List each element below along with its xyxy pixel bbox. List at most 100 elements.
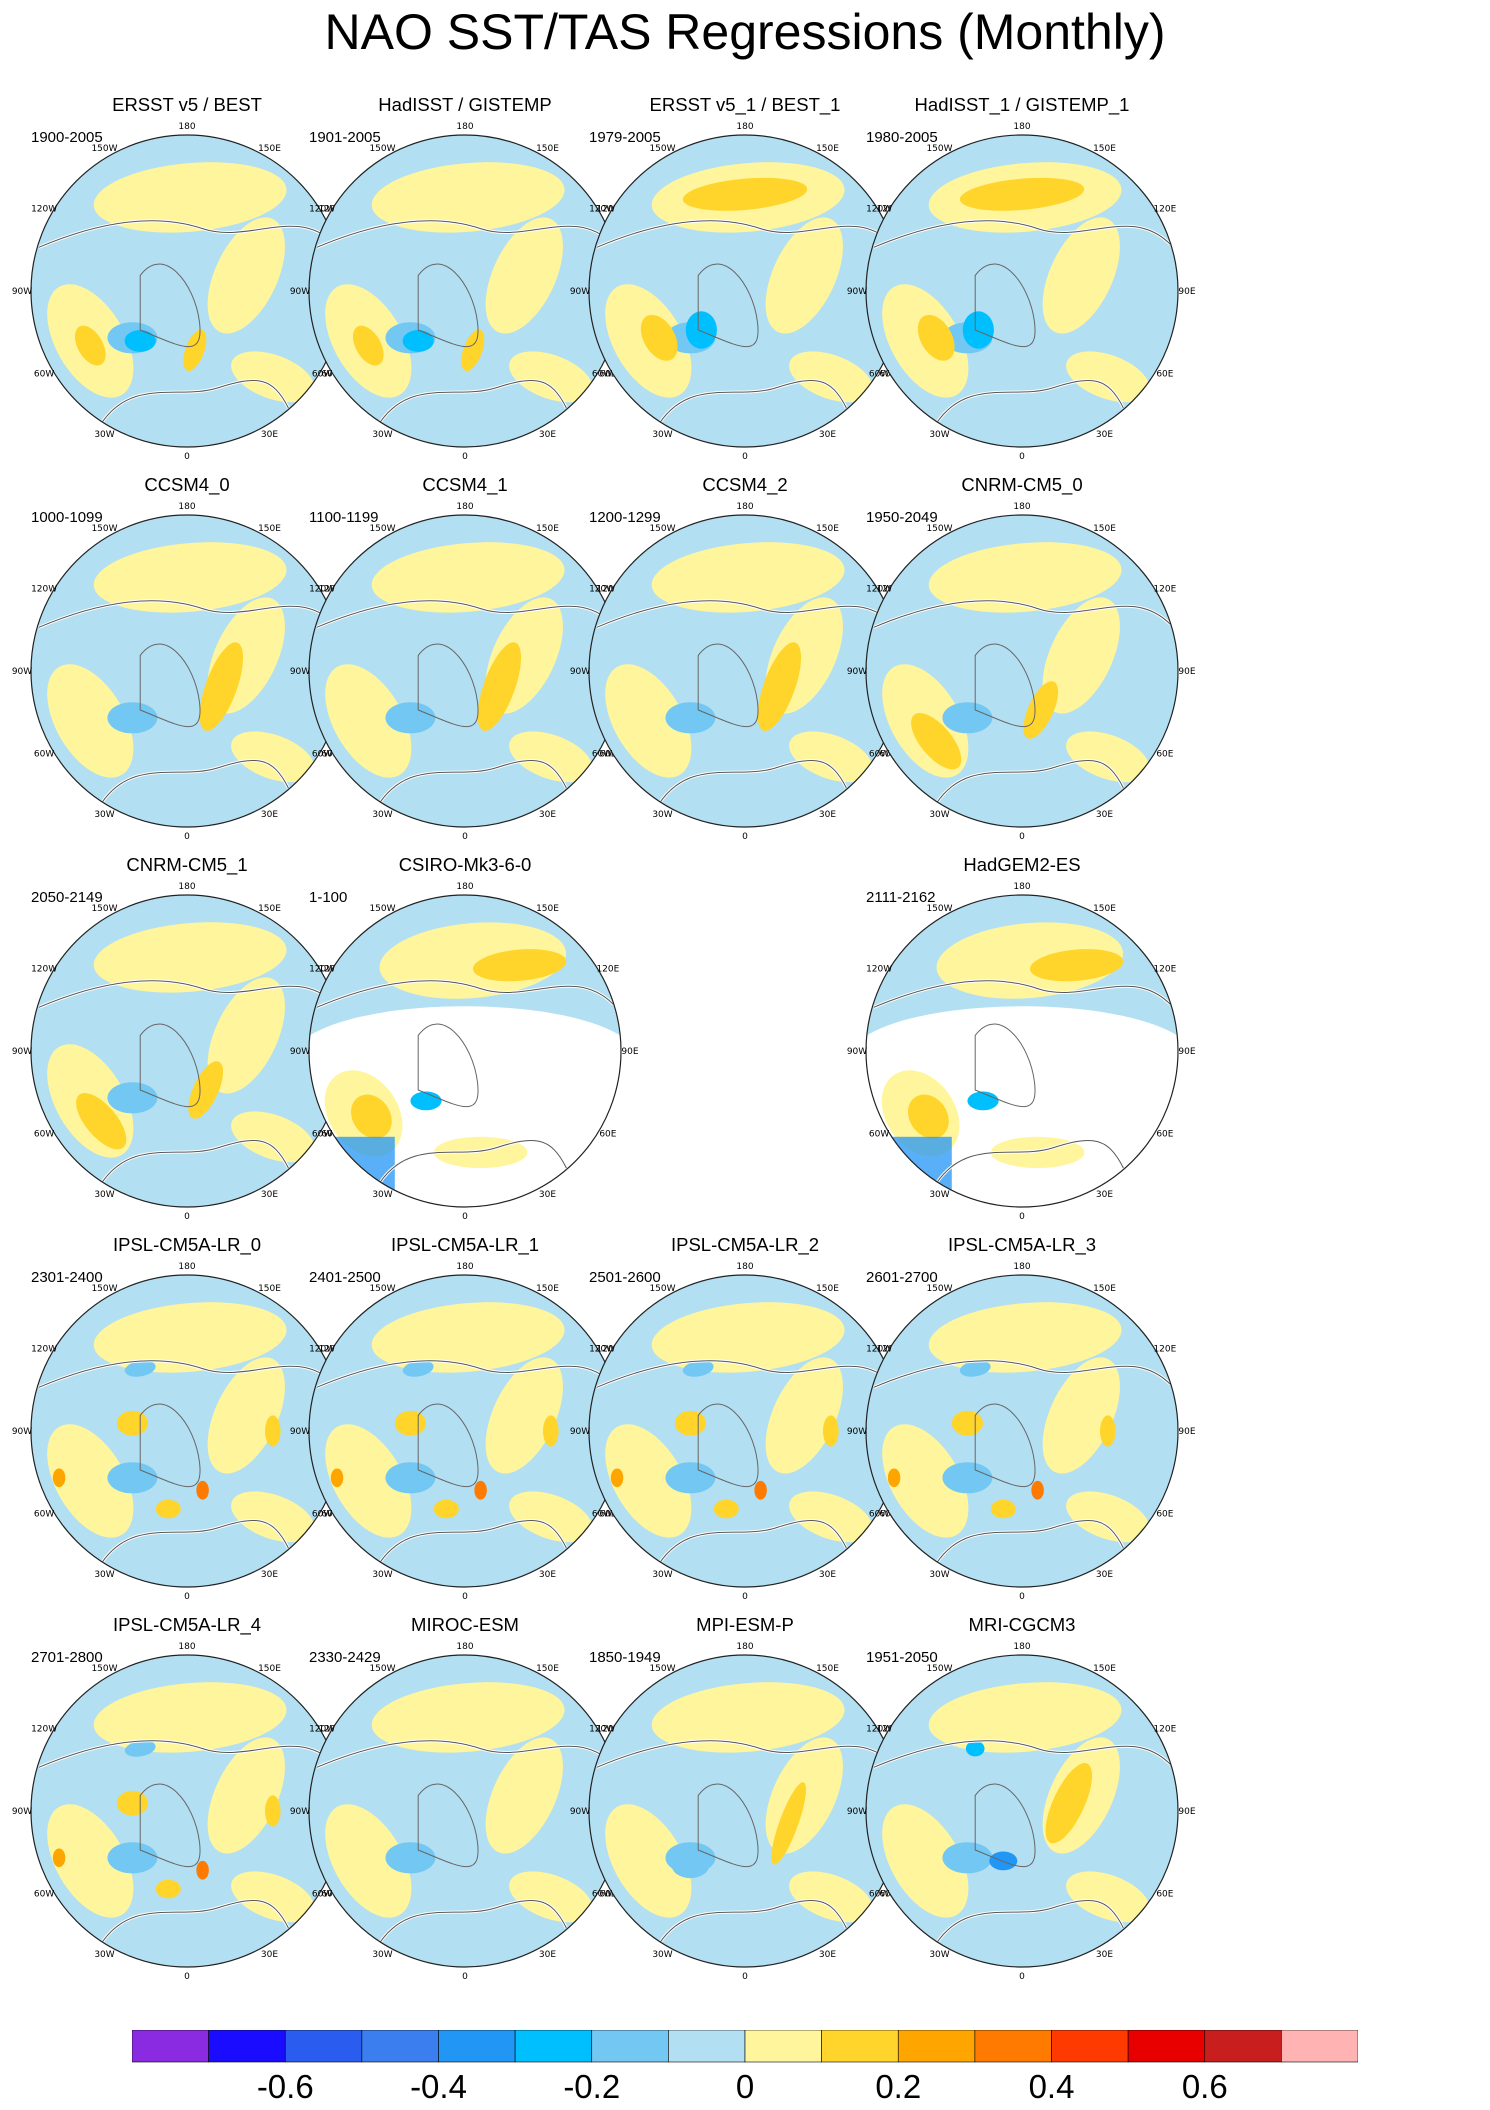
map-border: [865, 134, 1179, 448]
longitude-label: 180: [178, 122, 195, 132]
longitude-label: 150E: [816, 144, 839, 154]
longitude-label: 180: [736, 1262, 753, 1272]
panel-title: MRI-CGCM3: [969, 1614, 1076, 1635]
longitude-label: 150E: [258, 1664, 281, 1674]
anomaly-region: [942, 702, 993, 734]
longitude-label: 90W: [847, 287, 867, 297]
coastline: [974, 1403, 1036, 1488]
map-border: [865, 1274, 1179, 1588]
longitude-label: 150W: [649, 524, 675, 534]
coastline: [596, 220, 894, 248]
longitude-label: 60W: [34, 1510, 54, 1520]
coastline: [378, 1899, 567, 1944]
longitude-label: 150E: [536, 1664, 559, 1674]
anomaly-region: [231, 351, 315, 403]
coastline: [873, 1360, 1171, 1388]
coastline: [378, 759, 567, 804]
panel-title: IPSL-CM5A-LR_0: [113, 1234, 261, 1256]
anomaly-region: [1066, 1871, 1150, 1923]
anomaly-region: [207, 1737, 285, 1854]
panel-years: 1950-2049: [866, 509, 938, 526]
anomaly-region: [371, 1302, 565, 1373]
coastline: [697, 1783, 759, 1868]
panel-years: 1-100: [309, 889, 347, 906]
longitude-label: 120E: [596, 1345, 619, 1355]
map-border: [865, 894, 1179, 1208]
longitude-label: 0: [184, 832, 190, 842]
colorbar-swatch: [1051, 2030, 1129, 2063]
longitude-label: 60W: [34, 1890, 54, 1900]
longitude-label: 120E: [876, 585, 899, 595]
anomaly-region: [965, 1740, 985, 1757]
coastline: [38, 600, 336, 628]
longitude-label: 150E: [1093, 524, 1116, 534]
longitude-label: 60W: [312, 1890, 332, 1900]
anomaly-region: [685, 311, 717, 349]
panel-title: IPSL-CM5A-LR_3: [948, 1234, 1096, 1256]
panel-years: 2050-2149: [31, 889, 103, 906]
coastline: [417, 1783, 479, 1868]
anomaly-region: [509, 351, 593, 403]
anomaly-region: [402, 1360, 434, 1377]
coastline: [873, 980, 1171, 1008]
panel-years: 1980-2005: [866, 129, 938, 146]
anomaly-region: [196, 1860, 209, 1880]
panel-years: 1850-1949: [589, 1649, 661, 1666]
coastline: [378, 1519, 567, 1564]
panel-title: IPSL-CM5A-LR_4: [113, 1614, 261, 1636]
map-panel: CCSM4_01000-1099180150E120E90E60E30E030W…: [12, 474, 361, 842]
colorbar-swatch: [1204, 2030, 1282, 2063]
anomaly-region: [989, 1851, 1018, 1871]
anomaly-region: [116, 1410, 148, 1436]
longitude-label: 150W: [649, 1664, 675, 1674]
longitude-label: 90W: [12, 667, 32, 677]
coastline: [974, 263, 1036, 348]
map-panel: CCSM4_21200-1299180150E120E90E60E30E030W…: [570, 474, 919, 842]
map-panel: HadGEM2-ES 2111-2162 180 150E 120E 90E 60E 30E 0…: [847, 854, 1196, 1222]
anomaly-region: [183, 329, 207, 372]
colorbar-swatch: [514, 2030, 593, 2063]
coastline: [139, 1023, 201, 1108]
anomaly-region: [959, 177, 1085, 211]
anomaly-region: [485, 217, 563, 334]
coastline: [139, 263, 201, 348]
longitude-label: 180: [456, 122, 473, 132]
colorbar-tick-label: 0.4: [1028, 2068, 1075, 2105]
panel-title: CCSM4_2: [702, 474, 787, 496]
figure-title: NAO SST/TAS Regressions (Monthly): [324, 4, 1166, 60]
longitude-label: 150W: [926, 1664, 952, 1674]
anomaly-region: [472, 949, 567, 982]
panel-title: CNRM-CM5_0: [961, 474, 1082, 496]
anomaly-region: [124, 330, 156, 352]
anomaly-region: [402, 330, 434, 352]
anomaly-region: [942, 1462, 993, 1494]
anomaly-region: [207, 217, 285, 334]
longitude-label: 0: [462, 1212, 468, 1222]
longitude-label: 150E: [1093, 1664, 1116, 1674]
anomaly-region: [605, 664, 692, 778]
anomaly-region: [188, 1061, 224, 1119]
anomaly-region: [433, 1499, 459, 1519]
anomaly-region: [394, 1410, 426, 1436]
anomaly-region: [309, 1136, 395, 1207]
anomaly-region: [605, 1424, 692, 1538]
coastline: [316, 1360, 614, 1388]
longitude-label: 90W: [847, 1427, 867, 1437]
map-panel: CNRM-CM5_12050-2149180150E120E90E60E30E0…: [12, 854, 361, 1222]
longitude-label: 60W: [592, 750, 612, 760]
longitude-label: 180: [736, 502, 753, 512]
anomaly-region: [196, 1480, 209, 1500]
longitude-label: 120W: [31, 965, 57, 975]
panel-years: 2111-2162: [866, 889, 936, 906]
longitude-label: 60E: [321, 1890, 338, 1900]
longitude-label: 30E: [1096, 1190, 1113, 1200]
anomaly-region: [942, 1842, 993, 1874]
longitude-label: 60E: [1156, 750, 1173, 760]
longitude-label: 120W: [866, 1725, 892, 1735]
longitude-label: 60W: [312, 1510, 332, 1520]
anomaly-region: [682, 177, 808, 211]
map-panel: HadISST_1 / GISTEMP_1 1980-2005 180 150E 120…: [847, 94, 1196, 462]
longitude-label: 120E: [596, 965, 619, 975]
longitude-label: 30E: [539, 430, 556, 440]
longitude-label: 120E: [318, 205, 341, 215]
